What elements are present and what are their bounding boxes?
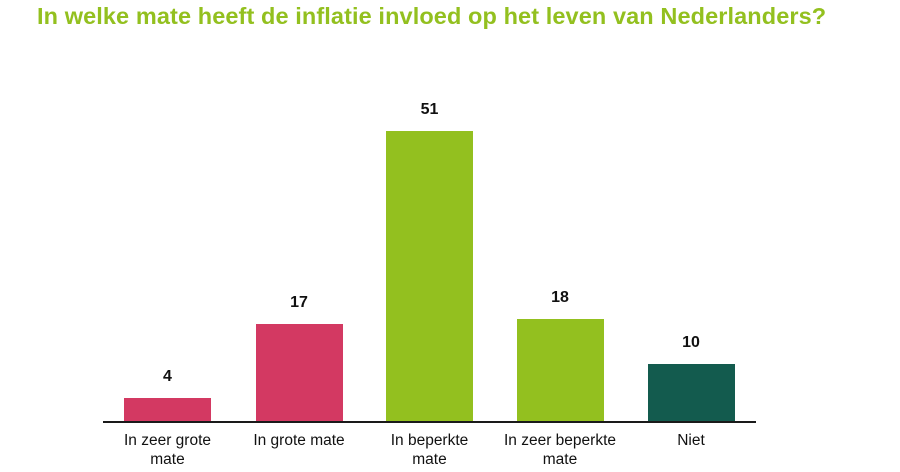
bar-value-label: 17 — [290, 294, 308, 311]
bar-value-label: 18 — [551, 289, 569, 306]
category-label: In grote mate — [253, 432, 345, 449]
category-label: In zeer grote mate — [123, 432, 212, 468]
chart-title: In welke mate heeft de inflatie invloed … — [37, 3, 827, 29]
bar-value-label: 4 — [163, 368, 172, 385]
bar — [516, 319, 604, 421]
x-axis-line — [103, 421, 756, 423]
bar-value-label: 51 — [420, 101, 439, 118]
bar — [386, 131, 473, 421]
category-label: In beperkte mate — [390, 432, 469, 468]
category-label: Niet — [677, 432, 705, 449]
category-label: In zeer beperkte mate — [503, 432, 616, 468]
bar — [255, 324, 343, 421]
bar — [124, 398, 211, 421]
bar-value-label: 10 — [682, 334, 700, 351]
bar — [647, 364, 735, 421]
